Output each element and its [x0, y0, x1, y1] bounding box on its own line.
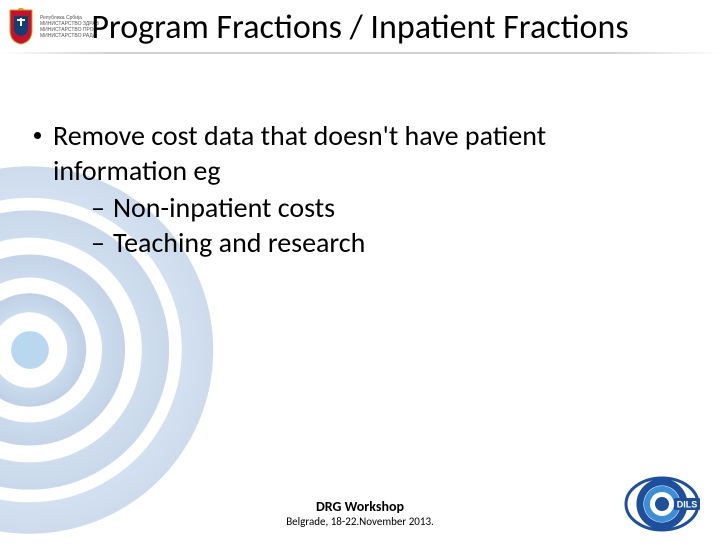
svg-text:DILS: DILS: [677, 500, 698, 510]
sub-bullet-1-text: Non-inpatient costs: [113, 190, 335, 225]
dash-icon: –: [91, 225, 105, 260]
bullet-dot-icon: [34, 132, 41, 139]
footer-subtitle: Belgrade, 18-22.November 2013.: [0, 515, 720, 528]
sub-bullet-1: – Non-inpatient costs: [91, 190, 686, 225]
bullet-main-text: Remove cost data that doesn't have patie…: [53, 118, 546, 188]
footer: DRG Workshop Belgrade, 18-22.November 20…: [0, 498, 720, 528]
footer-title: DRG Workshop: [0, 498, 720, 515]
dils-logo-icon: DILS: [624, 476, 700, 532]
dash-icon: –: [91, 190, 105, 225]
slide-title: Program Fractions / Inpatient Fractions: [0, 8, 720, 47]
bullet-main: Remove cost data that doesn't have patie…: [34, 118, 686, 260]
slide-content: Remove cost data that doesn't have patie…: [34, 118, 686, 260]
sub-bullet-2-text: Teaching and research: [113, 225, 365, 260]
header-divider: [0, 52, 720, 54]
sub-bullet-2: – Teaching and research: [91, 225, 686, 260]
